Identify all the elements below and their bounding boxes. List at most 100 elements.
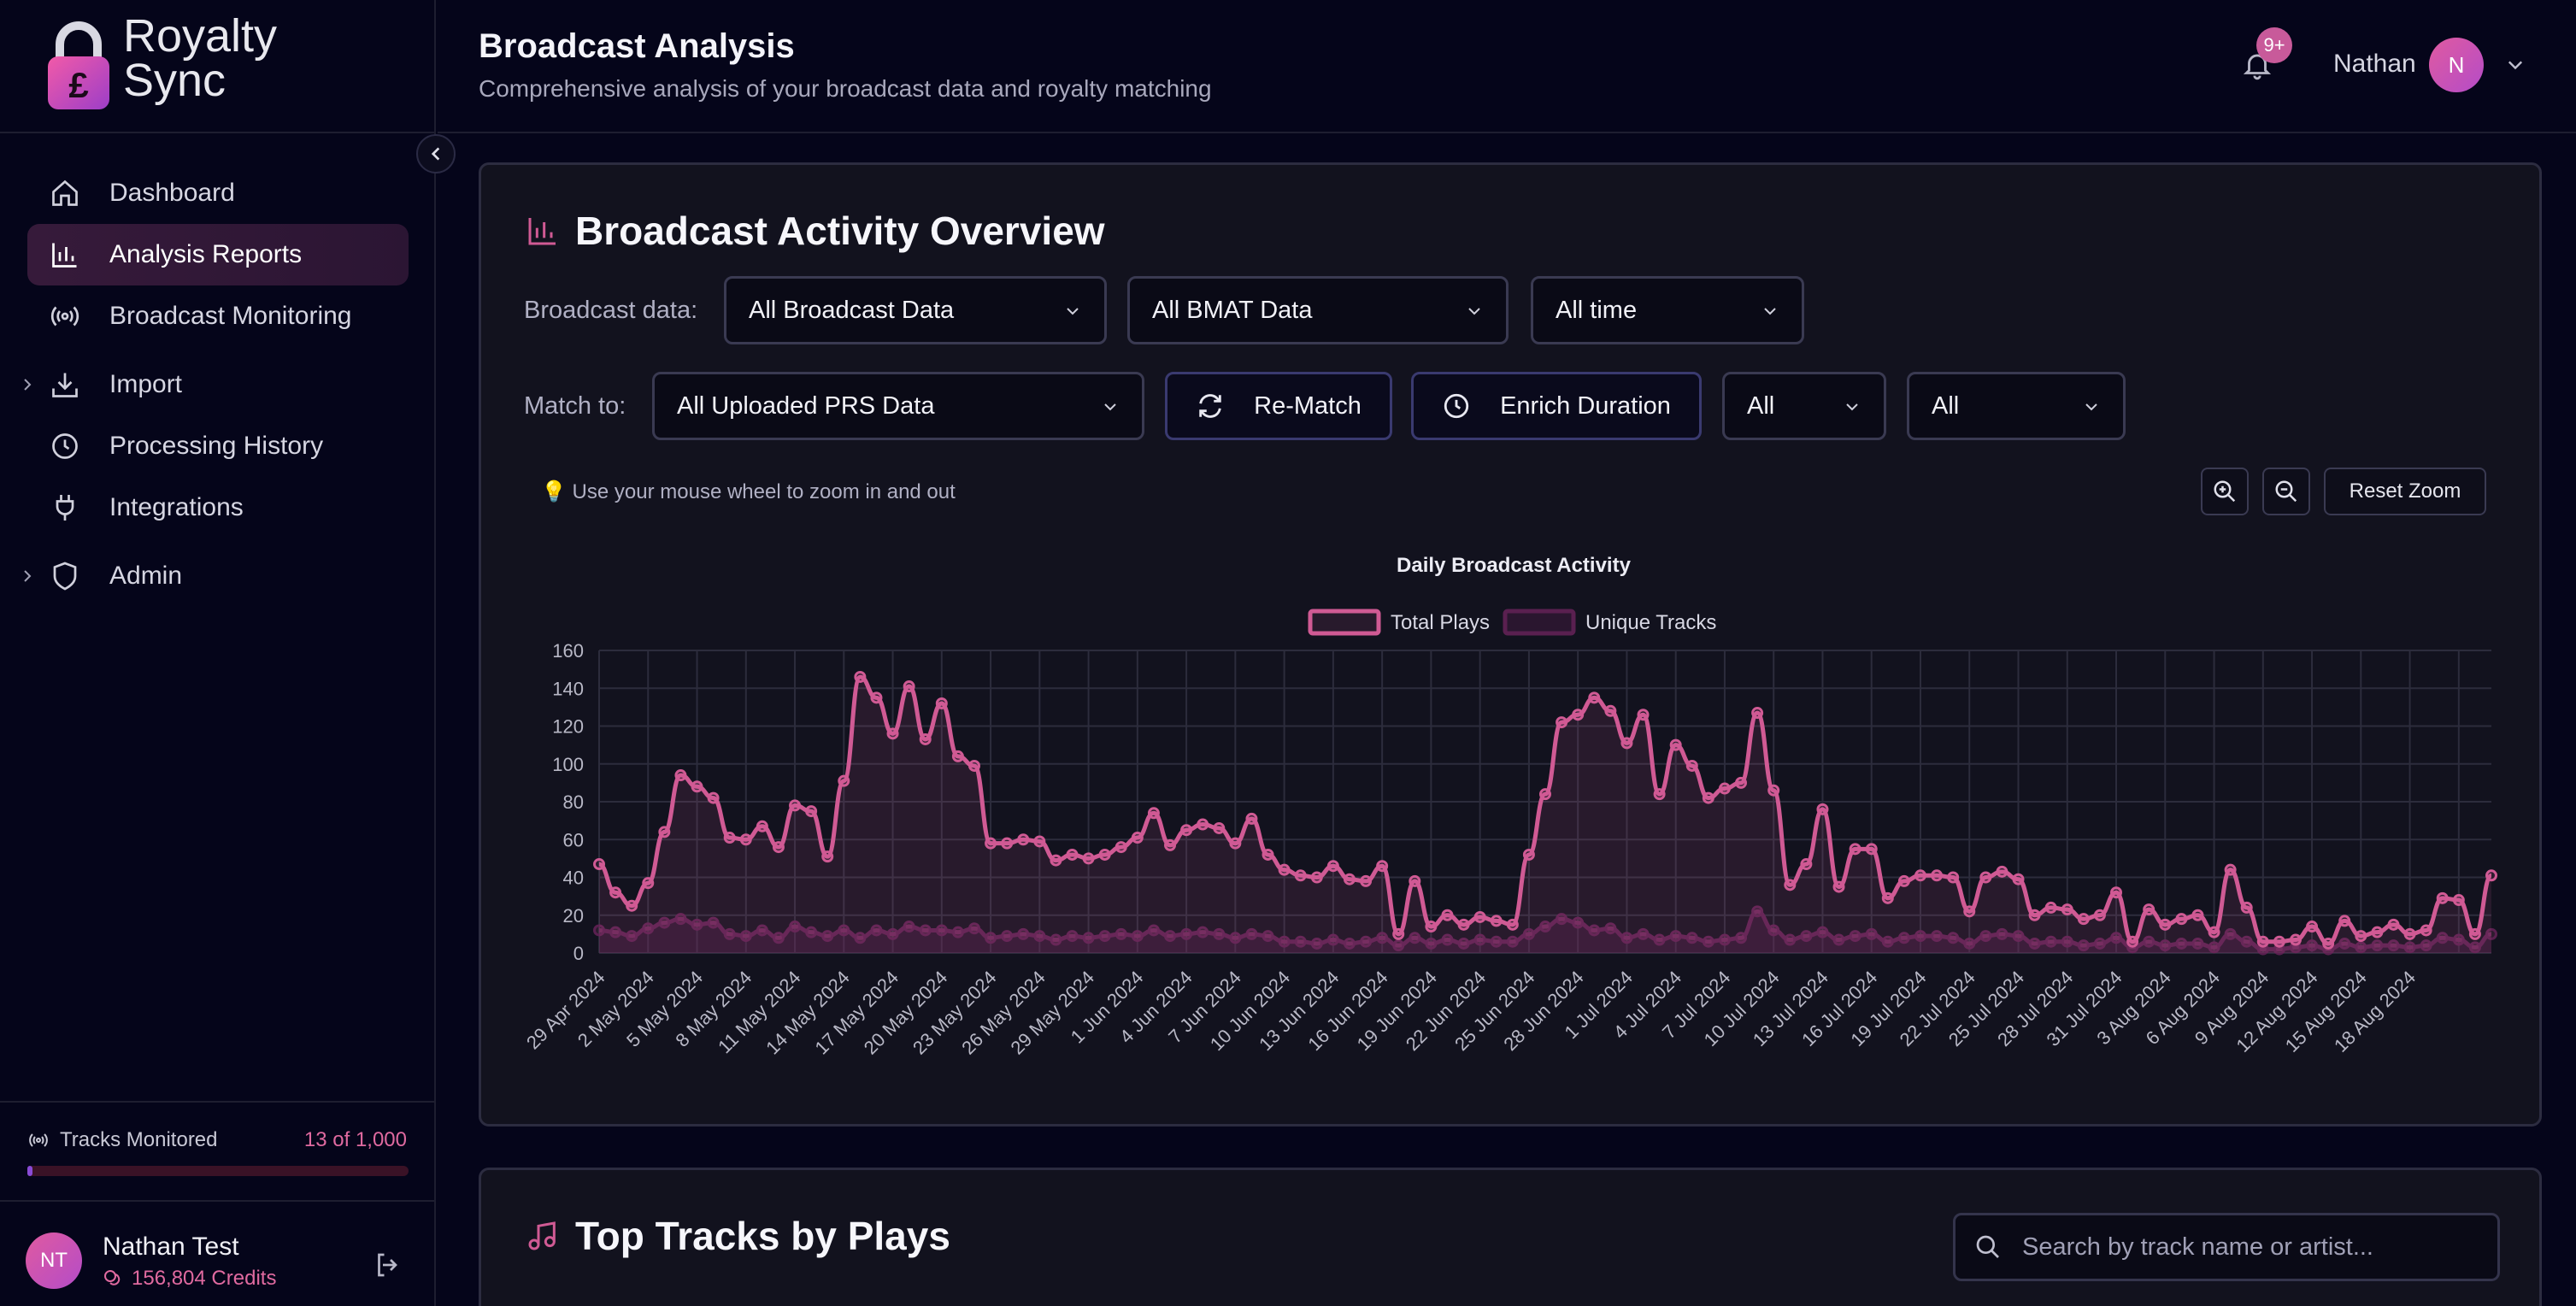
select-value: All Broadcast Data <box>749 296 955 324</box>
chevron-down-icon <box>1846 403 1858 411</box>
data-point <box>2110 886 2123 899</box>
rematch-label: Re-Match <box>1254 391 1362 420</box>
data-point <box>2044 901 2057 914</box>
sidebar-collapse-button[interactable] <box>416 134 456 174</box>
data-point <box>674 913 687 926</box>
data-point <box>739 833 752 846</box>
data-point <box>2468 927 2481 940</box>
chevron-down-icon <box>1468 308 1480 315</box>
y-tick-label: 0 <box>573 943 584 964</box>
brand-logo[interactable]: £ Royalty Sync <box>0 0 436 133</box>
broadcast-icon <box>29 1133 48 1147</box>
chevron-right-icon[interactable] <box>21 568 34 585</box>
sidebar-item-dashboard[interactable]: Dashboard <box>27 162 409 224</box>
tracks-monitored-label: Tracks Monitored <box>27 1128 218 1152</box>
avatar[interactable]: NT <box>26 1232 82 1289</box>
bmat-data-select[interactable]: All BMAT Data <box>1127 276 1509 344</box>
data-point <box>1996 865 2008 878</box>
time-range-select[interactable]: All time <box>1531 276 1804 344</box>
refresh-icon <box>1199 394 1221 418</box>
filter-select-2[interactable]: All <box>1907 372 2126 440</box>
data-point <box>1556 913 1568 926</box>
sidebar-item-integrations[interactable]: Integrations <box>27 477 409 538</box>
match-to-select[interactable]: All Uploaded PRS Data <box>652 372 1144 440</box>
enrich-duration-button[interactable]: Enrich Duration <box>1411 372 1702 440</box>
data-point <box>2452 894 2465 907</box>
data-point <box>756 924 768 937</box>
chevron-down-icon <box>1067 308 1079 315</box>
track-search[interactable] <box>1953 1213 2500 1281</box>
sidebar-item-import[interactable]: Import <box>24 354 409 415</box>
sidebar-item-broadcast-monitoring[interactable]: Broadcast Monitoring <box>27 285 409 347</box>
data-point <box>1245 927 1258 940</box>
data-point <box>1604 704 1617 717</box>
select-value: All <box>1747 391 1775 420</box>
data-point <box>609 926 622 938</box>
data-point <box>1784 879 1797 891</box>
data-point <box>1832 880 1845 893</box>
data-point <box>1979 871 1992 884</box>
select-value: All time <box>1556 296 1638 324</box>
data-point <box>2077 913 2090 926</box>
data-point <box>1522 927 1535 940</box>
sidebar-item-label: Import <box>109 370 183 398</box>
data-point <box>1294 869 1307 882</box>
data-point <box>1441 909 1454 921</box>
search-input[interactable] <box>2022 1232 2484 1262</box>
data-point <box>2485 869 2497 882</box>
chevron-down-icon[interactable] <box>2504 55 2526 75</box>
data-point <box>1409 932 1421 944</box>
data-point <box>1147 924 1160 937</box>
chevron-right-icon[interactable] <box>21 376 34 393</box>
data-point <box>1229 837 1242 850</box>
legend-label: Total Plays <box>1391 611 1490 634</box>
data-point <box>739 930 752 943</box>
clock-icon <box>1444 393 1469 419</box>
data-point <box>2355 941 2367 954</box>
sidebar-item-admin[interactable]: Admin <box>24 545 409 607</box>
sidebar-item-processing-history[interactable]: Processing History <box>27 415 409 477</box>
data-point <box>935 924 948 937</box>
sidebar-item-analysis-reports[interactable]: Analysis Reports <box>27 224 409 285</box>
coins-icon <box>104 1270 121 1285</box>
data-point <box>2044 935 2057 948</box>
data-point <box>1131 832 1144 844</box>
credits-text: 156,804 Credits <box>132 1267 277 1290</box>
daily-broadcast-chart[interactable]: 0 20 40 60 80 100 120 140 160 Daily Broadcast Act… <box>481 165 2539 1124</box>
data-point <box>2306 921 2319 933</box>
zoom-in-button[interactable] <box>2201 468 2249 515</box>
broadcast-data-select[interactable]: All Broadcast Data <box>724 276 1107 344</box>
rematch-button[interactable]: Re-Match <box>1165 372 1392 440</box>
data-point <box>642 877 655 890</box>
data-point <box>1017 927 1030 940</box>
padlock-pound-icon: £ <box>48 21 109 109</box>
data-point <box>1539 788 1551 801</box>
data-point <box>1572 709 1585 721</box>
data-point <box>1425 921 1438 933</box>
data-point <box>691 780 703 793</box>
data-point <box>1360 874 1373 887</box>
reset-zoom-button[interactable]: Reset Zoom <box>2324 468 2486 515</box>
page-subtitle: Comprehensive analysis of your broadcast… <box>479 75 1212 102</box>
page-header: Broadcast Analysis Comprehensive analysi… <box>438 0 2576 133</box>
zoom-out-button[interactable] <box>2262 468 2310 515</box>
data-point <box>1637 709 1650 721</box>
data-point <box>2159 918 2172 931</box>
page-title: Broadcast Analysis <box>479 27 795 65</box>
zoom-in-icon <box>2214 480 2236 503</box>
data-point <box>1963 905 1976 918</box>
data-point <box>805 805 818 818</box>
logout-icon[interactable] <box>373 1250 403 1280</box>
chart-title: Daily Broadcast Activity <box>1397 554 1632 577</box>
chevron-left-icon <box>431 147 440 161</box>
data-point <box>2355 930 2367 943</box>
y-tick-label: 60 <box>563 829 584 850</box>
data-point <box>2126 935 2139 948</box>
avatar[interactable]: N <box>2429 38 2484 92</box>
data-point <box>1082 932 1095 944</box>
data-point <box>1392 927 1405 940</box>
filter-select-1[interactable]: All <box>1722 372 1886 440</box>
header-user-name[interactable]: Nathan <box>2333 50 2416 78</box>
notification-badge: 9+ <box>2256 27 2292 63</box>
sidebar-item-label: Analysis Reports <box>109 240 303 268</box>
